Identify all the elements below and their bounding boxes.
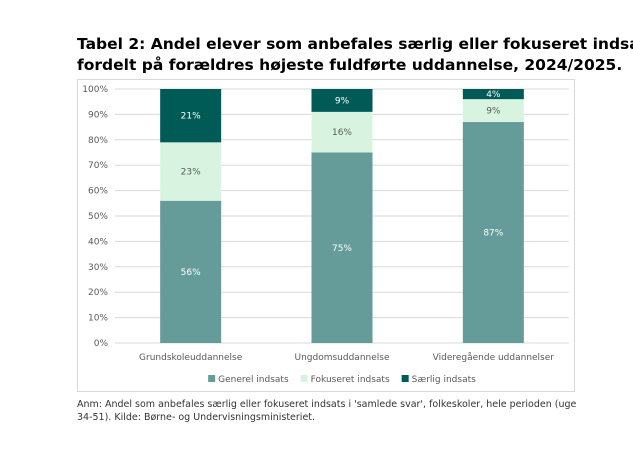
bar-segment [462,99,524,123]
data-label: 23% [181,168,201,178]
legend-label: Generel indsats [218,375,289,385]
y-tick-label: 30% [88,263,108,273]
y-tick-label: 80% [88,136,108,146]
y-tick-label: 20% [88,288,108,298]
chart-title-line-1: Tabel 2: Andel elever som anbefales særl… [77,35,633,53]
bar-segment [311,89,373,112]
x-tick-label: Videregående uddannelser [433,352,555,363]
data-label: 75% [332,244,352,254]
bar-segment [311,111,373,153]
y-tick-label: 90% [88,110,108,120]
note-line-1: Anm: Andel som anbefales særlig eller fo… [77,399,577,410]
chart-note: Anm: Andel som anbefales særlig eller fo… [77,398,597,424]
bar-segment [462,89,524,100]
y-tick-label: 60% [88,187,108,197]
data-label: 4% [486,90,501,100]
y-tick-label: 70% [88,161,108,171]
data-label: 9% [335,96,350,106]
data-label: 9% [486,107,501,117]
legend-label: Særlig indsats [412,375,476,385]
legend-swatch [300,375,308,382]
legend-swatch [208,375,216,382]
data-label: 87% [483,229,503,239]
legend-swatch [401,375,409,382]
y-tick-label: 50% [88,212,108,222]
data-label: 56% [181,268,201,278]
note-line-2: 34-51). Kilde: Børne- og Undervisningsmi… [77,412,316,423]
bar-segment [311,152,373,343]
y-tick-label: 100% [82,85,108,95]
x-tick-label: Ungdomsuddannelse [295,353,390,363]
y-tick-label: 10% [88,314,108,324]
bar-segment [462,122,524,344]
x-tick-label: Grundskoleuddannelse [139,353,243,363]
bar-segment [160,142,222,201]
y-tick-label: 0% [94,339,109,349]
bar-segment [160,200,222,343]
chart-title-line-2: fordelt på forældres højeste fuldførte u… [77,56,623,74]
y-tick-label: 40% [88,237,108,247]
legend-label: Fokuseret indsats [311,375,390,385]
data-label: 21% [181,112,201,122]
data-label: 16% [332,128,352,138]
chart-title: Tabel 2: Andel elever som anbefales særl… [77,34,633,76]
bar-segment [160,89,222,143]
